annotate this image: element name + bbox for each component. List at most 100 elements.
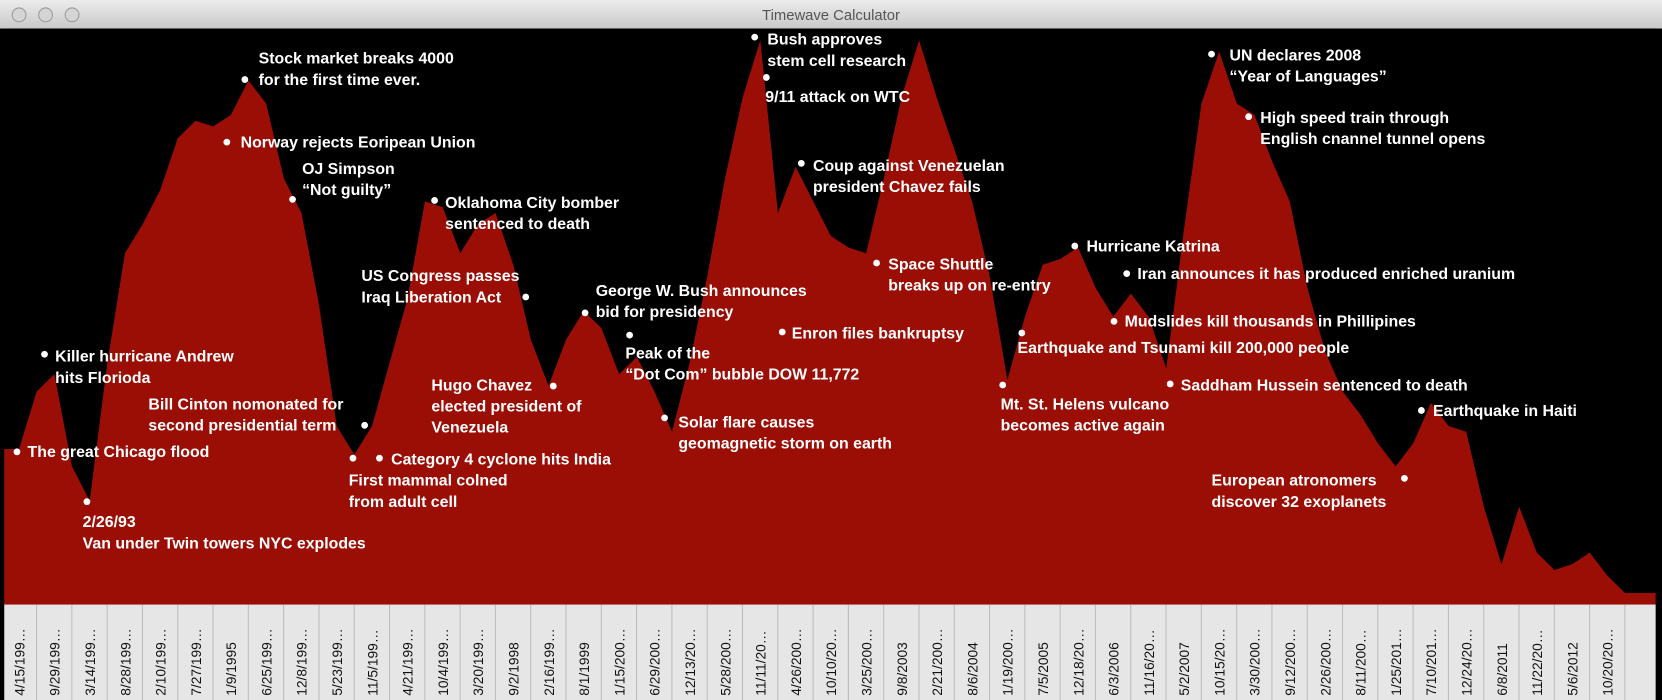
event-label: becomes active again (1001, 418, 1165, 435)
x-tick-label: 6/25/199… (259, 628, 274, 695)
x-tick-label: 7/5/2005 (1036, 642, 1051, 696)
event-label: “Year of Languages” (1230, 69, 1387, 86)
event-label: English cnannel tunnel opens (1260, 131, 1485, 148)
event-label: George W. Bush announces (596, 283, 807, 300)
event-label: Hurricane Katrina (1086, 238, 1219, 255)
close-button[interactable] (11, 7, 27, 23)
window-title: Timewave Calculator (762, 8, 900, 24)
event-dot (778, 328, 786, 336)
event-label: stem cell research (767, 53, 906, 70)
x-tick-label: 3/25/200… (859, 628, 874, 695)
x-tick-label: 10/10/20… (824, 628, 839, 695)
x-tick-label: 6/3/2006 (1107, 642, 1122, 696)
x-tick-label: 9/12/200… (1283, 628, 1298, 695)
event-dot (999, 381, 1007, 389)
event-label: Bill Cinton nomonated for (148, 396, 343, 413)
x-tick-label: 11/16/20… (1142, 629, 1157, 695)
event-label: Space Shuttle (888, 256, 993, 273)
x-tick-label: 4/26/200… (789, 628, 804, 695)
event-dot (1245, 113, 1253, 121)
x-tick-label: 10/20/20… (1601, 628, 1616, 695)
x-tick-label: 4/15/199… (12, 628, 27, 695)
x-tick-label: 12/24/20… (1460, 628, 1475, 695)
event-dot (241, 76, 249, 83)
event-label: for the first time ever. (259, 72, 421, 89)
x-tick-label: 9/29/199… (48, 628, 63, 695)
event-dot (762, 74, 770, 81)
x-tick-label: 8/11/200… (1354, 629, 1369, 695)
x-tick-label: 5/2/2007 (1177, 642, 1192, 696)
x-tick-label: 9/2/1998 (507, 642, 522, 696)
event-label: discover 32 exoplanets (1212, 494, 1387, 511)
x-tick-label: 2/21/200… (930, 628, 945, 695)
event-label: bid for presidency (596, 304, 734, 321)
event-label: US Congress passes (361, 268, 519, 285)
event-label: Bush approves (767, 32, 882, 49)
event-dot (1123, 270, 1131, 278)
event-dot (41, 350, 48, 358)
x-tick-label: 8/28/199… (118, 628, 133, 695)
x-tick-label: 1/19/200… (1001, 628, 1016, 695)
event-label: “Dot Com” bubble DOW 11,772 (625, 367, 859, 384)
event-dot (873, 259, 880, 267)
x-tick-label: 5/23/199… (330, 628, 345, 695)
x-tick-label: 2/26/200… (1318, 628, 1333, 695)
zoom-button[interactable] (64, 7, 80, 23)
x-tick-label: 5/6/2012 (1565, 642, 1580, 696)
x-tick-label: 12/8/199… (295, 628, 310, 695)
chart: 4/15/199… 9/29/199… 3/14/199… 8/28/199… 2/10… (4, 32, 1656, 700)
x-tick-label: 7/27/199… (189, 628, 204, 695)
x-tick-label: 12/13/20… (683, 628, 698, 695)
event-label: European atronomers (1212, 473, 1377, 490)
event-label: from adult cell (349, 494, 458, 511)
event-dot (1208, 50, 1215, 58)
x-tick-label: 8/6/2004 (965, 642, 980, 696)
event-dot (1401, 474, 1408, 482)
x-tick-label: 6/29/200… (648, 628, 663, 695)
x-tick-label: 10/4/199… (436, 628, 451, 695)
event-label: Oklahoma City bomber (445, 195, 619, 212)
event-label: president Chavez fails (813, 179, 981, 196)
event-label: sentenced to death (445, 216, 590, 233)
event-dot (1166, 380, 1174, 388)
event-dot (83, 498, 91, 506)
event-dot (626, 331, 634, 339)
x-tick-label: 1/9/1995 (224, 642, 239, 696)
event-label: 2/26/93 (83, 514, 136, 531)
event-label: elected president of (431, 399, 582, 416)
x-tick-label: 7/10/201… (1424, 628, 1439, 695)
event-dot (797, 159, 805, 167)
event-label: The great Chicago flood (28, 444, 210, 461)
event-label: Iraq Liberation Act (361, 289, 501, 306)
event-label: Saddham Hussein sentenced to death (1181, 377, 1468, 394)
event-label: hits Florioda (55, 370, 150, 387)
event-dot (581, 309, 589, 317)
event-dot (549, 382, 557, 390)
event-dot (661, 414, 668, 422)
event-label: “Not guilty” (302, 182, 391, 199)
event-dot (376, 454, 383, 462)
x-tick-label: 12/18/20… (1071, 628, 1086, 695)
event-label: Category 4 cyclone hits India (391, 452, 611, 469)
event-label: Mudslides kill thousands in Phillipines (1125, 314, 1416, 331)
event-dot (1018, 329, 1026, 337)
event-label: High speed train through (1260, 110, 1449, 127)
event-dot (751, 33, 759, 41)
event-label: Solar flare causes (678, 414, 814, 431)
x-tick-label: 9/8/2003 (895, 642, 910, 696)
event-label: Venezuela (431, 420, 508, 437)
x-tick-label: 3/30/200… (1248, 628, 1263, 695)
event-dot (1110, 317, 1118, 325)
x-tick-label: 5/28/200… (718, 628, 733, 695)
event-label: Killer hurricane Andrew (55, 349, 234, 366)
x-tick-label: 3/20/199… (471, 628, 486, 695)
event-label: breaks up on re-entry (888, 278, 1051, 295)
event-label: Hugo Chavez (431, 377, 532, 394)
minimize-button[interactable] (38, 7, 53, 23)
event-label: Earthquake in Haiti (1433, 403, 1577, 420)
event-label: First mammal colned (349, 473, 508, 490)
x-tick-label: 8/1/1999 (577, 642, 592, 696)
event-label: 9/11 attack on WTC (765, 89, 910, 106)
